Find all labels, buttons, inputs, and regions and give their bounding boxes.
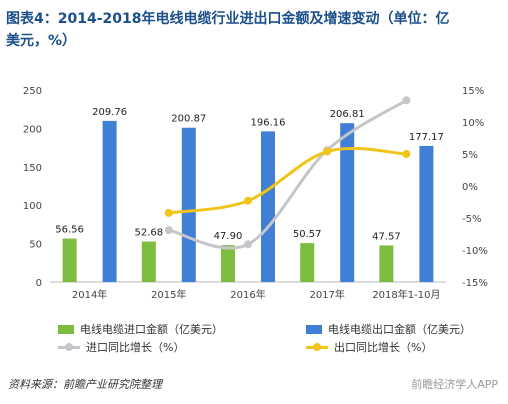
legend-item-import-growth: 进口同比增长（%） (58, 339, 306, 355)
y-left-tick-label: 50 (29, 240, 42, 251)
chart-title-line-2: 美元，%） (6, 33, 77, 49)
y-right-tick-label: 0% (462, 182, 478, 193)
bar-import-label: 50.57 (293, 229, 322, 240)
y-right-tick-label: 10% (462, 118, 484, 129)
y-left-tick-label: 200 (23, 124, 42, 135)
bar-export (181, 127, 196, 282)
point-export-growth (323, 147, 332, 156)
legend-item-import-amount: 电线电缆进口金额（亿美元） (58, 321, 306, 337)
y-left-tick-label: 250 (23, 86, 42, 97)
y-right-tick-label: -10% (462, 246, 488, 257)
legend-row-2: 进口同比增长（%） 出口同比增长（%） (58, 338, 498, 356)
bar-export-label: 206.81 (330, 109, 365, 120)
point-import-growth (164, 226, 173, 235)
bar-import-label: 47.57 (372, 231, 401, 242)
line-import-growth (168, 98, 408, 250)
legend-item-export-growth: 出口同比增长（%） (306, 339, 496, 355)
bar-export (102, 120, 117, 282)
point-export-growth (244, 196, 252, 205)
bar-export-label: 200.87 (171, 114, 206, 125)
bar-export (419, 145, 434, 282)
bar-export (261, 131, 275, 282)
y-right-tick-label: 15% (462, 86, 484, 97)
legend-swatch-import-bar (58, 324, 74, 334)
bar-import-label: 52.68 (134, 228, 163, 239)
point-import-growth (244, 240, 252, 249)
y-left-tick-label: 150 (23, 163, 42, 174)
y-right-tick-label: -5% (462, 214, 481, 225)
legend: 电线电缆进口金额（亿美元） 电线电缆出口金额（亿美元） 进口同比增长（%） 出口… (58, 320, 498, 356)
bar-import (300, 243, 315, 282)
legend-item-export-amount: 电线电缆出口金额（亿美元） (306, 321, 496, 337)
y-right-tick-label: 5% (462, 150, 478, 161)
legend-swatch-import-line (58, 342, 80, 352)
chart-area: 0 50 100 150 200 250 -15% -10% -5% 0% 5% 10% 15% 2014… (23, 86, 488, 301)
chart-title: 图表4：2014-2018年电线电缆行业进出口金额及增速变动（单位：亿 美元，%… (6, 8, 502, 52)
bar-export (340, 123, 355, 282)
legend-label-export-growth: 出口同比增长（%） (334, 341, 433, 354)
x-tick-label: 2016年 (230, 288, 265, 301)
chart-title-line-1: 图表4：2014-2018年电线电缆行业进出口金额及增速变动（单位：亿 (6, 11, 450, 27)
line-export-growth (168, 146, 407, 215)
bar-import (221, 245, 235, 282)
legend-swatch-export-bar (306, 324, 322, 334)
point-import-growth (402, 96, 411, 105)
bar-export-label: 209.76 (92, 107, 127, 118)
bar-import (141, 241, 156, 282)
legend-label-export-amount: 电线电缆出口金额（亿美元） (328, 323, 471, 336)
x-tick-label: 2017年 (309, 288, 344, 301)
y-right-tick-label: -15% (462, 278, 488, 289)
x-tick-label: 2015年 (151, 288, 186, 301)
point-export-growth (402, 150, 411, 158)
bar-export-label: 177.17 (409, 132, 444, 143)
bar-import-label: 56.56 (55, 225, 84, 236)
bar-export-label: 196.16 (251, 117, 286, 128)
y-left-tick-label: 100 (23, 201, 42, 212)
x-tick-label: 2018年1-10月 (372, 288, 440, 301)
bar-import-label: 47.90 (214, 231, 243, 242)
y-left-tick-label: 0 (36, 278, 42, 289)
legend-label-import-amount: 电线电缆进口金额（亿美元） (80, 323, 223, 336)
legend-label-import-growth: 进口同比增长（%） (86, 341, 185, 354)
bar-import (62, 238, 77, 282)
source-note: 资料来源：前瞻产业研究院整理 (8, 378, 162, 391)
bar-import (379, 245, 394, 282)
legend-row-1: 电线电缆进口金额（亿美元） 电线电缆出口金额（亿美元） (58, 320, 498, 338)
watermark: 前瞻经济学人APP (411, 378, 498, 391)
x-tick-label: 2014年 (72, 288, 107, 301)
point-export-growth (164, 208, 173, 217)
legend-swatch-export-line (306, 342, 328, 352)
